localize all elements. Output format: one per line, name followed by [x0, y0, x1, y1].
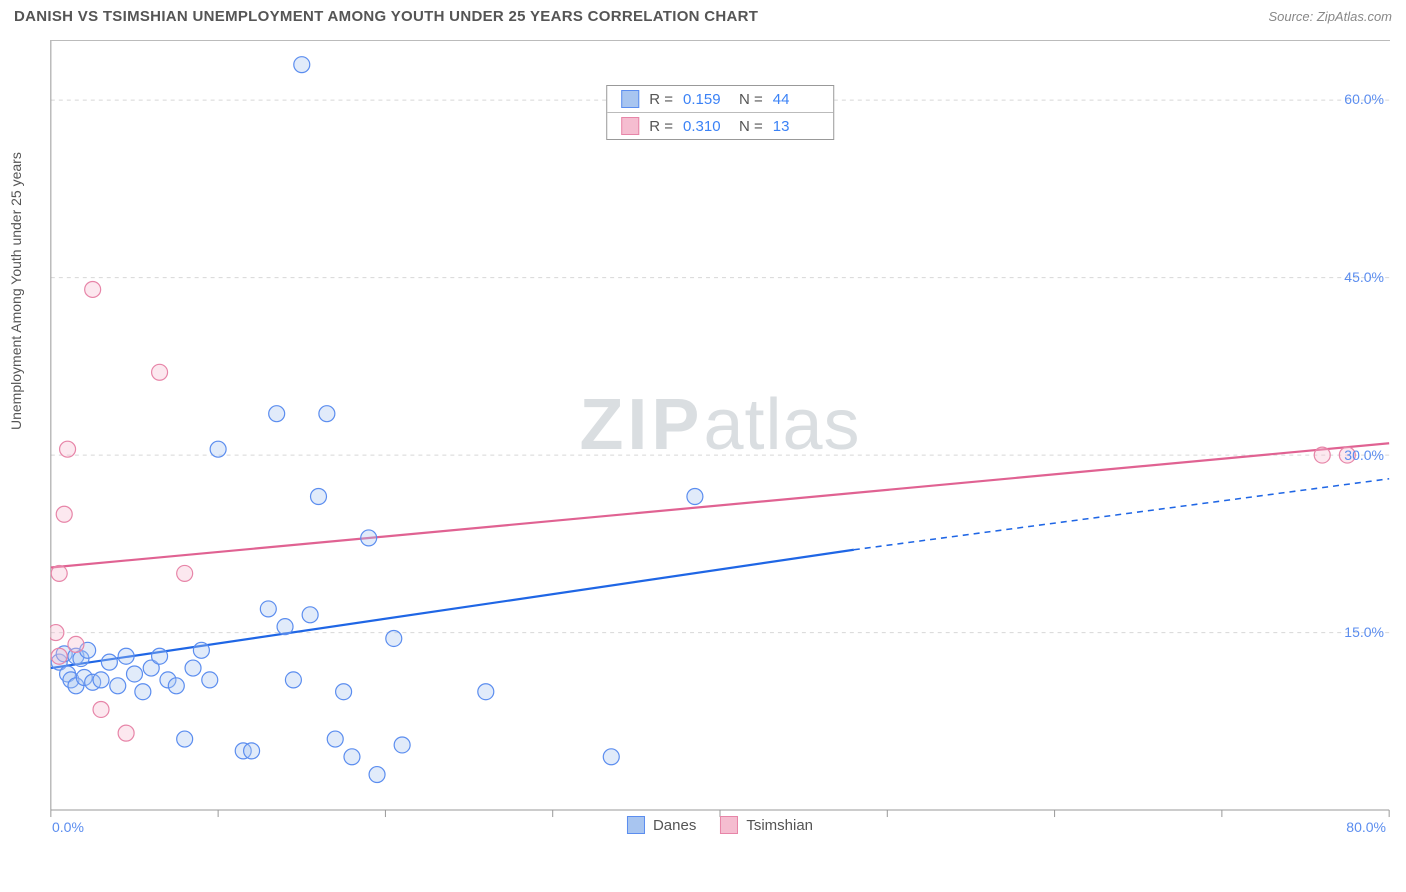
y-tick-label: 45.0% [1344, 269, 1384, 285]
r-label: R = [649, 91, 673, 108]
legend-swatch [627, 816, 645, 834]
legend-label: Tsimshian [746, 817, 813, 834]
x-tick-label: 0.0% [52, 819, 84, 835]
legend-label: Danes [653, 817, 696, 834]
r-label: R = [649, 118, 673, 135]
legend-swatch [720, 816, 738, 834]
stats-legend-row: R = 0.159 N = 44 [607, 86, 833, 112]
n-value: 13 [773, 118, 819, 135]
stats-legend-row: R = 0.310 N = 13 [607, 112, 833, 139]
n-value: 44 [773, 91, 819, 108]
source-attribution: Source: ZipAtlas.com [1268, 9, 1392, 24]
scatter-plot [50, 41, 1390, 840]
legend-item: Danes [627, 816, 696, 834]
title-bar: DANISH VS TSIMSHIAN UNEMPLOYMENT AMONG Y… [0, 0, 1406, 31]
y-tick-label: 15.0% [1344, 624, 1384, 640]
y-tick-label: 60.0% [1344, 91, 1384, 107]
n-label: N = [739, 91, 763, 108]
y-axis-label: Unemployment Among Youth under 25 years [8, 152, 24, 430]
n-label: N = [739, 118, 763, 135]
series-legend: Danes Tsimshian [627, 816, 813, 834]
r-value: 0.310 [683, 118, 729, 135]
chart-area: ZIPatlas R =0.159N =44R =0.310N =13 Dane… [50, 40, 1390, 840]
stats-legend: R = 0.159 N = 44 R = 0.310 N = 13 [606, 85, 834, 140]
chart-title: DANISH VS TSIMSHIAN UNEMPLOYMENT AMONG Y… [14, 8, 758, 25]
legend-item: Tsimshian [720, 816, 813, 834]
x-tick-label: 80.0% [1346, 819, 1386, 835]
legend-swatch [621, 90, 639, 108]
r-value: 0.159 [683, 91, 729, 108]
y-tick-label: 30.0% [1344, 447, 1384, 463]
legend-swatch [621, 117, 639, 135]
